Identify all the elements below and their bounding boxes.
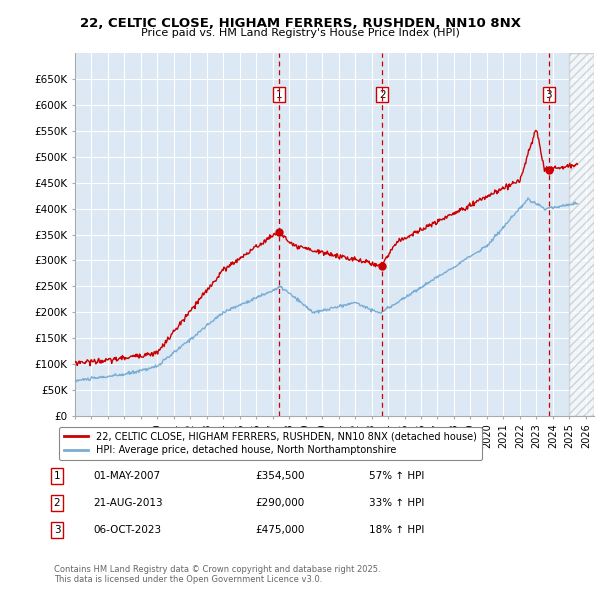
- Text: 21-AUG-2013: 21-AUG-2013: [93, 499, 163, 508]
- Text: 06-OCT-2023: 06-OCT-2023: [93, 526, 161, 535]
- Text: 1: 1: [275, 90, 282, 100]
- Text: 3: 3: [53, 526, 61, 535]
- Text: 1: 1: [53, 471, 61, 481]
- Text: Price paid vs. HM Land Registry's House Price Index (HPI): Price paid vs. HM Land Registry's House …: [140, 28, 460, 38]
- Text: 22, CELTIC CLOSE, HIGHAM FERRERS, RUSHDEN, NN10 8NX: 22, CELTIC CLOSE, HIGHAM FERRERS, RUSHDE…: [79, 17, 521, 30]
- Text: 01-MAY-2007: 01-MAY-2007: [93, 471, 160, 481]
- Text: 57% ↑ HPI: 57% ↑ HPI: [369, 471, 424, 481]
- Text: £475,000: £475,000: [255, 526, 304, 535]
- Text: Contains HM Land Registry data © Crown copyright and database right 2025.
This d: Contains HM Land Registry data © Crown c…: [54, 565, 380, 584]
- Text: £290,000: £290,000: [255, 499, 304, 508]
- Bar: [569, 53, 594, 416]
- Text: 2: 2: [53, 499, 61, 508]
- Legend: 22, CELTIC CLOSE, HIGHAM FERRERS, RUSHDEN, NN10 8NX (detached house), HPI: Avera: 22, CELTIC CLOSE, HIGHAM FERRERS, RUSHDE…: [59, 427, 482, 460]
- Text: £354,500: £354,500: [255, 471, 305, 481]
- Text: 33% ↑ HPI: 33% ↑ HPI: [369, 499, 424, 508]
- Text: 18% ↑ HPI: 18% ↑ HPI: [369, 526, 424, 535]
- Text: 3: 3: [545, 90, 552, 100]
- Text: 2: 2: [379, 90, 385, 100]
